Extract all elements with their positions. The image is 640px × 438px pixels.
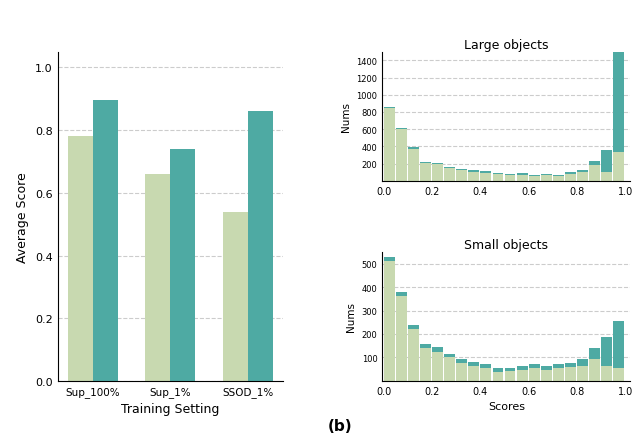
Bar	[614, 152, 625, 181]
Bar	[468, 366, 479, 381]
Bar	[420, 163, 431, 181]
Bar	[553, 364, 564, 368]
Bar	[565, 175, 576, 181]
Bar	[420, 344, 431, 348]
Bar	[444, 168, 455, 169]
Bar	[553, 368, 564, 381]
Bar	[481, 368, 492, 381]
Bar	[408, 149, 419, 181]
Bar	[432, 164, 443, 181]
Bar	[602, 173, 612, 181]
Bar	[516, 371, 527, 381]
Bar	[383, 108, 394, 181]
Bar	[504, 371, 515, 381]
Bar	[68, 137, 93, 381]
Bar	[408, 329, 419, 381]
Bar	[529, 177, 540, 181]
Bar	[383, 258, 394, 261]
Bar	[93, 101, 118, 381]
Bar	[577, 173, 588, 181]
Bar	[589, 359, 600, 381]
Bar	[456, 359, 467, 364]
Bar	[444, 354, 455, 358]
Bar	[614, 321, 625, 368]
Bar	[468, 172, 479, 181]
Text: (b): (b)	[328, 418, 353, 433]
Bar	[444, 358, 455, 381]
Bar	[456, 171, 467, 181]
Bar	[493, 173, 504, 175]
Bar	[481, 365, 492, 368]
Bar	[553, 176, 564, 177]
Bar	[577, 170, 588, 173]
Bar	[577, 359, 588, 366]
Bar	[602, 366, 612, 381]
Bar	[456, 364, 467, 381]
Bar	[529, 175, 540, 177]
Bar	[408, 148, 419, 149]
Bar	[516, 176, 527, 181]
Title: Small objects: Small objects	[465, 238, 548, 251]
Bar	[589, 166, 600, 181]
X-axis label: Scores: Scores	[488, 402, 525, 411]
Bar	[614, 34, 625, 152]
Bar	[396, 293, 406, 297]
Bar	[577, 366, 588, 381]
Bar	[396, 297, 406, 381]
Bar	[420, 348, 431, 381]
Bar	[504, 368, 515, 371]
Bar	[223, 212, 248, 381]
Bar	[565, 363, 576, 367]
Bar	[565, 367, 576, 381]
Bar	[589, 162, 600, 166]
Bar	[468, 362, 479, 366]
Bar	[602, 151, 612, 173]
Title: Large objects: Large objects	[464, 39, 548, 51]
Bar	[614, 368, 625, 381]
Bar	[541, 366, 552, 370]
Bar	[565, 173, 576, 175]
Bar	[145, 175, 170, 381]
Bar	[516, 174, 527, 176]
Bar	[529, 368, 540, 381]
Bar	[493, 368, 504, 372]
Bar	[553, 177, 564, 181]
Bar	[420, 162, 431, 163]
Bar	[516, 366, 527, 371]
Bar	[541, 370, 552, 381]
Bar	[248, 112, 273, 381]
Y-axis label: Nums: Nums	[341, 102, 351, 132]
Bar	[432, 352, 443, 381]
Bar	[493, 372, 504, 381]
Y-axis label: Nums: Nums	[346, 302, 356, 332]
Bar	[504, 174, 515, 176]
Legend: Small objects, All objects: Small objects, All objects	[106, 0, 278, 4]
Bar	[396, 129, 406, 130]
Bar	[444, 169, 455, 181]
Bar	[493, 175, 504, 181]
Bar	[504, 176, 515, 181]
Bar	[408, 325, 419, 329]
Bar	[529, 364, 540, 368]
Bar	[432, 348, 443, 352]
Bar	[589, 348, 600, 359]
Bar	[383, 261, 394, 381]
Bar	[456, 170, 467, 171]
Bar	[541, 176, 552, 181]
Bar	[170, 149, 195, 381]
Bar	[481, 173, 492, 181]
X-axis label: Training Setting: Training Setting	[121, 403, 220, 415]
Bar	[396, 130, 406, 181]
Bar	[541, 174, 552, 176]
Y-axis label: Average Score: Average Score	[17, 172, 29, 262]
Bar	[432, 163, 443, 164]
Bar	[602, 338, 612, 366]
Bar	[468, 170, 479, 172]
Bar	[481, 172, 492, 173]
